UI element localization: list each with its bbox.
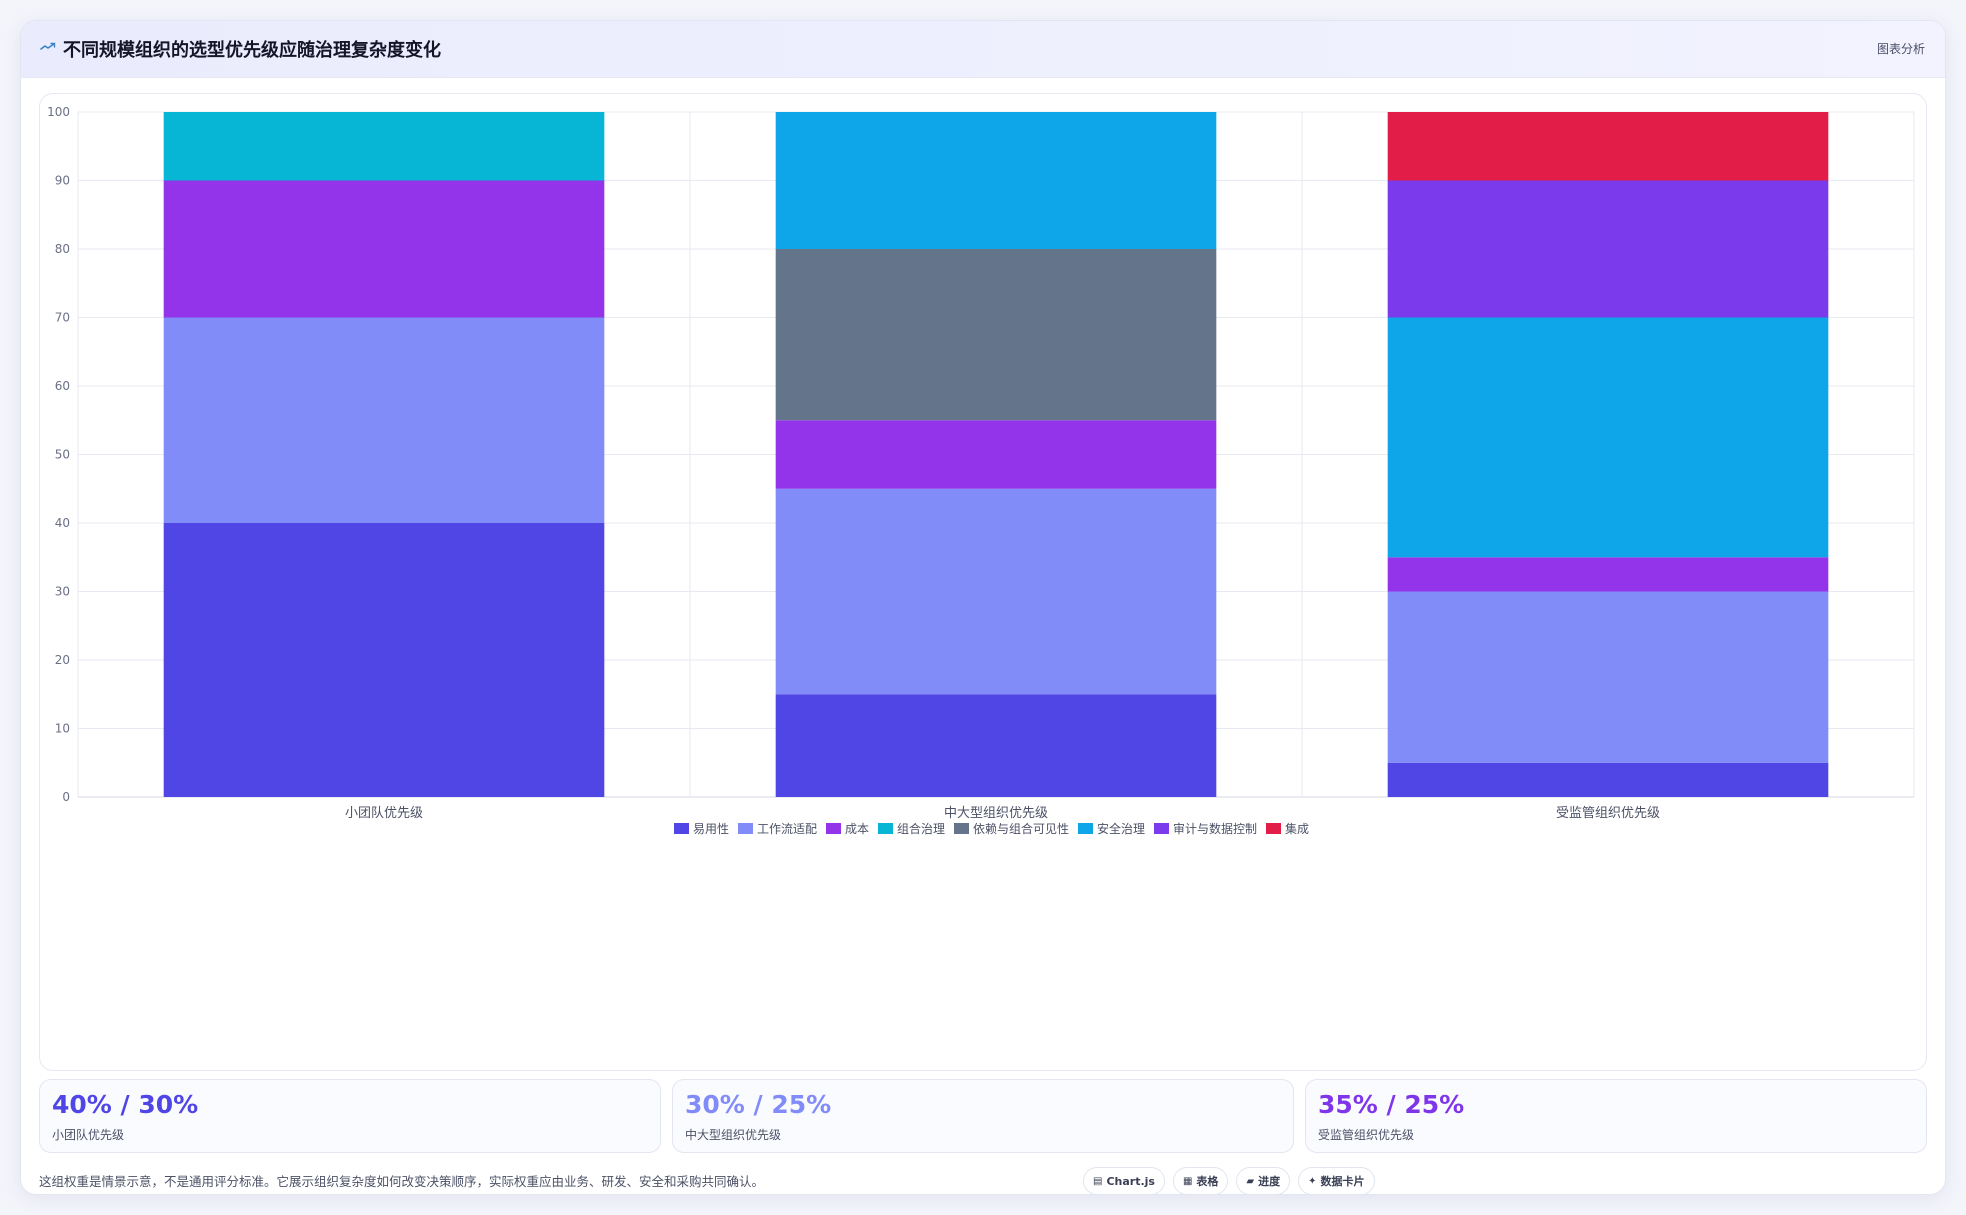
bar-segment [1387,180,1829,318]
bar-segment [1387,112,1829,181]
legend-swatch [826,823,841,834]
stacked-bar-chart: 0 10 20 30 40 50 60 70 80 90 100 小团队优先级 中大型组织优先级 受监管组… [47,105,1915,836]
stat-label: 小团队优先级 [52,1128,125,1142]
bar-segment [163,180,605,318]
y-tick-label: 100 [47,105,70,119]
chip-label: 表格 [1196,1175,1219,1188]
bar-segment [1387,557,1829,592]
x-tick-label: 小团队优先级 [345,806,423,821]
chip-label: 进度 [1258,1175,1281,1188]
bar-segment [775,112,1217,249]
card-header: 不同规模组织的选型优先级应随治理复杂度变化 图表分析 [21,21,1945,78]
legend-swatch [1078,823,1093,834]
stat-value: 40% / 30% [52,1090,199,1119]
y-tick-label: 10 [55,722,70,736]
legend-swatch [878,823,893,834]
table-icon: ▦ [1182,1175,1193,1187]
page-title: 不同规模组织的选型优先级应随治理复杂度变化 [63,40,441,61]
legend-swatch [738,823,753,834]
legend-label: 工作流适配 [757,822,817,836]
progress-icon: ▰ [1246,1175,1255,1187]
chip-chartjs[interactable]: ▤ Chart.js [1083,1167,1165,1194]
y-tick-label: 0 [62,790,70,804]
stat-card-regulated-org: 35% / 25% 受监管组织优先级 [1305,1079,1927,1153]
stat-label: 中大型组织优先级 [685,1128,782,1142]
x-tick-label: 中大型组织优先级 [944,806,1048,821]
y-tick-label: 20 [55,653,70,667]
bar-segment [775,488,1217,695]
bar-segment [1387,317,1829,558]
legend-label: 集成 [1285,821,1309,836]
legend-swatch [954,823,969,834]
y-tick-label: 80 [55,242,70,256]
legend-label: 组合治理 [897,821,945,836]
bar-segment [775,420,1217,489]
bar-segment [1387,591,1829,763]
trend-chart-icon [40,42,56,50]
bar-segment [775,694,1217,797]
tech-chip-row: ▤ Chart.js ▦ 表格 ▰ 进度 ✦ 数据卡片 [1083,1167,1375,1194]
bar-segment [163,523,605,797]
footnote: 这组权重是情景示意，不是通用评分标准。它展示组织复杂度如何改变决策顺序，实际权重… [39,1174,765,1189]
bar-segment [163,112,605,181]
chart-panel: 0 10 20 30 40 50 60 70 80 90 100 小团队优先级 中大型组织优先级 受监管组… [39,93,1927,1071]
legend-swatch [1266,823,1281,834]
chip-label: Chart.js [1106,1174,1155,1188]
stat-value: 30% / 25% [685,1090,832,1119]
legend-label: 依赖与组合可见性 [973,821,1069,836]
chip-label: 数据卡片 [1320,1175,1365,1188]
legend-swatch [1154,823,1169,834]
y-tick-label: 40 [55,516,70,530]
stat-card-small-team: 40% / 30% 小团队优先级 [39,1079,661,1153]
sparkle-icon: ✦ [1308,1175,1317,1187]
y-tick-label: 30 [55,585,70,599]
stat-value: 35% / 25% [1318,1090,1465,1119]
chart-icon: ▤ [1093,1175,1103,1187]
chip-table[interactable]: ▦ 表格 [1172,1167,1229,1194]
y-tick-label: 70 [55,311,70,325]
legend-label: 安全治理 [1097,821,1145,836]
chart-card: 不同规模组织的选型优先级应随治理复杂度变化 图表分析 0 10 20 30 40 50 60… [20,20,1946,1195]
bar-segment [163,317,605,523]
stat-label: 受监管组织优先级 [1318,1128,1415,1142]
x-tick-label: 受监管组织优先级 [1556,806,1660,821]
legend-swatch [674,823,689,834]
y-tick-label: 90 [55,174,70,188]
legend-label: 审计与数据控制 [1173,821,1257,836]
chart-analysis-link[interactable]: 图表分析 [1876,42,1925,56]
legend-label: 成本 [845,822,869,836]
y-tick-label: 60 [55,379,70,393]
chip-progress[interactable]: ▰ 进度 [1236,1167,1291,1194]
bar-segment [775,249,1217,421]
y-tick-label: 50 [55,448,70,462]
bar-segment [1387,762,1829,797]
legend-label: 易用性 [693,822,729,836]
stat-card-mid-large-org: 30% / 25% 中大型组织优先级 [672,1079,1294,1153]
chip-data-card[interactable]: ✦ 数据卡片 [1298,1167,1375,1194]
